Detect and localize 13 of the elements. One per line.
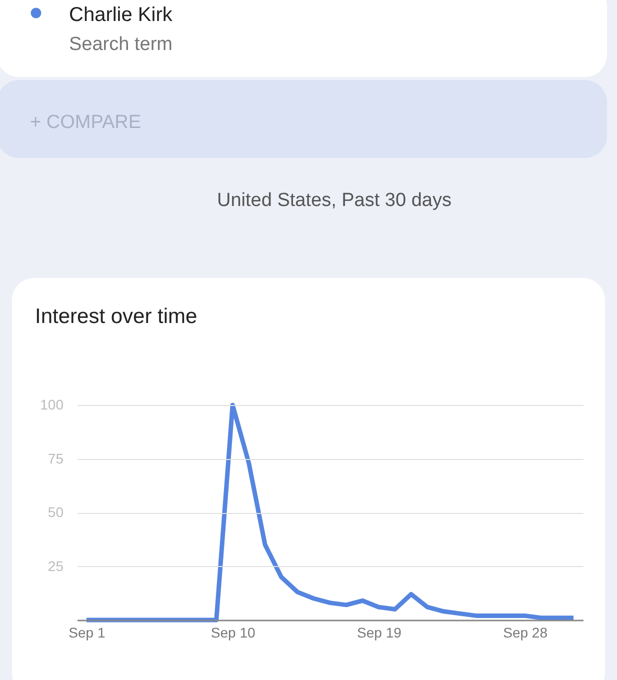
chart-title: Interest over time	[35, 305, 198, 328]
y-tick-label: 75	[48, 450, 64, 466]
y-tick-label: 25	[48, 558, 64, 574]
legend-label: Charlie Kirk	[69, 4, 174, 26]
x-tick-label: Sep 28	[503, 624, 548, 640]
y-tick-label: 100	[40, 396, 64, 412]
y-tick-label: 50	[48, 504, 64, 520]
x-tick-label: Sep 19	[357, 624, 402, 640]
text: United States, Past 30 days	[217, 190, 452, 211]
text: Search term	[69, 34, 172, 55]
x-tick-label: Sep 10	[210, 624, 256, 640]
line-series	[84, 402, 576, 622]
x-tick-label: Sep 1	[68, 624, 106, 640]
